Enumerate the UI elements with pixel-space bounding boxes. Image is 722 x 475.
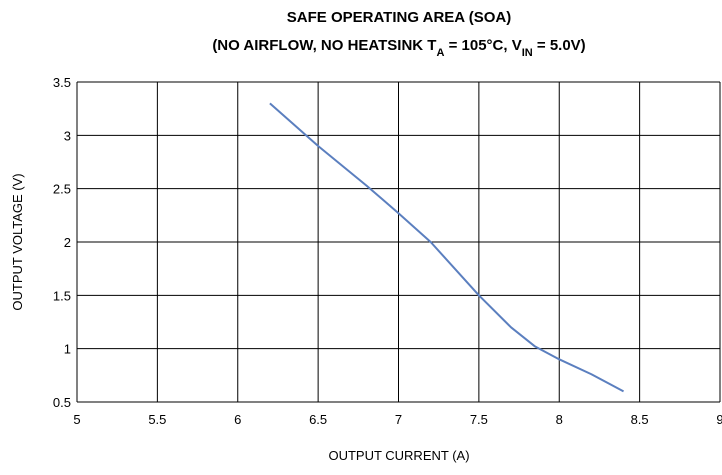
x-tick-label: 8 xyxy=(556,412,563,427)
subtitle-part: = 5.0V) xyxy=(533,37,586,54)
x-tick-label: 8.5 xyxy=(631,412,649,427)
y-tick-label: 2.5 xyxy=(53,182,71,197)
chart-title: SAFE OPERATING AREA (SOA) xyxy=(287,9,511,26)
y-tick-label: 1 xyxy=(64,342,71,357)
y-tick-label: 3.5 xyxy=(53,75,71,90)
y-tick-label: 3 xyxy=(64,128,71,143)
x-tick-label: 6.5 xyxy=(309,412,327,427)
y-tick-label: 1.5 xyxy=(53,288,71,303)
x-tick-label: 6 xyxy=(234,412,241,427)
subscript: A xyxy=(436,47,444,59)
x-tick-label: 7 xyxy=(395,412,402,427)
subtitle-part: (NO AIRFLOW, NO HEATSINK T xyxy=(212,37,436,54)
x-axis-label: OUTPUT CURRENT (A) xyxy=(328,448,469,463)
y-tick-label: 0.5 xyxy=(53,395,71,410)
x-tick-label: 9 xyxy=(716,412,722,427)
y-tick-label: 2 xyxy=(64,235,71,250)
line xyxy=(269,102,625,393)
x-tick-label: 5.5 xyxy=(148,412,166,427)
subtitle-part: = 105°C, V xyxy=(444,37,521,54)
y-axis-label: OUTPUT VOLTAGE (V) xyxy=(10,173,25,310)
subscript: IN xyxy=(522,47,533,59)
chart-subtitle: (NO AIRFLOW, NO HEATSINK TA = 105°C, VIN… xyxy=(212,37,585,59)
x-tick-label: 5 xyxy=(73,412,80,427)
x-tick-label: 7.5 xyxy=(470,412,488,427)
